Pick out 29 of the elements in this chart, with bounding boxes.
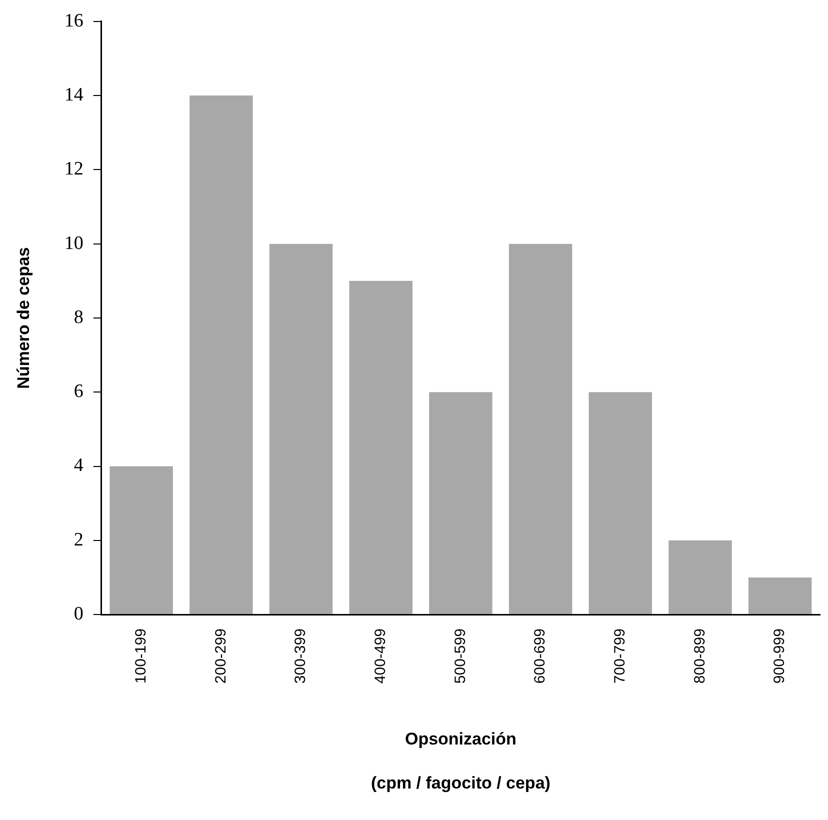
text: Opsonización (cpm / fagocito / cepa) (370, 729, 550, 793)
x-tick-label: 700-799 (612, 628, 629, 684)
x-tick-label: 400-499 (372, 628, 389, 684)
y-axis-title: Número de cepas (14, 247, 33, 389)
x-tick-label: 800-899 (691, 628, 708, 684)
bar (668, 540, 732, 614)
bar (588, 392, 652, 614)
y-tick-label: 0 (74, 604, 84, 625)
y-tick-label: 14 (64, 84, 84, 106)
x-tick-label: 100-199 (132, 628, 150, 684)
y-tick-label: 16 (64, 10, 84, 32)
y-tick-label: 6 (74, 381, 84, 402)
bar (190, 96, 253, 614)
y-tick-label: 8 (74, 306, 84, 328)
x-tick-label: 500-599 (452, 628, 469, 684)
y-tick-label: 10 (64, 232, 84, 254)
bar (269, 244, 333, 614)
x-tick-label: 600-699 (532, 628, 549, 684)
y-tick-label: 12 (64, 158, 84, 180)
x-tick-label: 200-299 (212, 628, 230, 684)
bar (110, 466, 173, 614)
y-tick-label: 4 (74, 455, 84, 476)
bar (748, 577, 812, 614)
bar (508, 244, 572, 614)
bar (349, 280, 412, 614)
x-tick-label: 900-999 (771, 628, 788, 684)
bar (429, 392, 492, 614)
x-tick-label: 300-399 (292, 628, 310, 684)
y-tick-label: 2 (74, 529, 84, 550)
